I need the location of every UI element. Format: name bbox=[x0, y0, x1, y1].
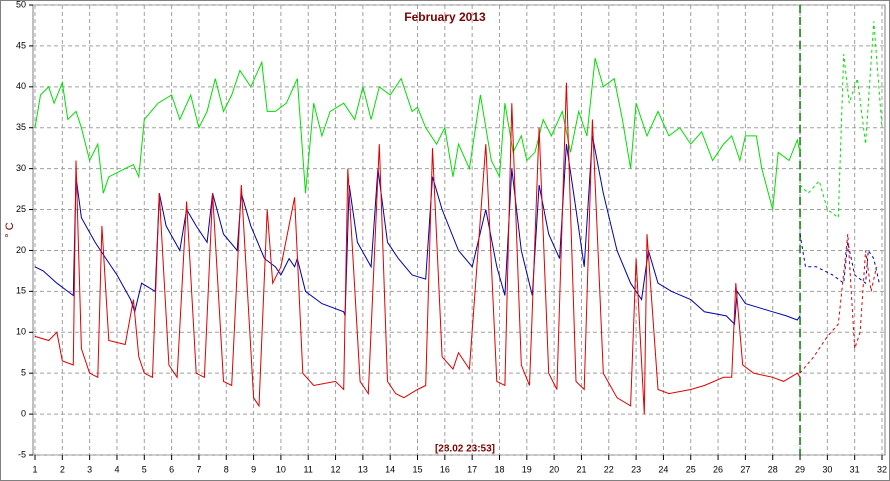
x-tick-label: 22 bbox=[604, 464, 614, 474]
timestamp: [28.02 23:53] bbox=[435, 444, 495, 455]
x-tick-label: 13 bbox=[358, 464, 368, 474]
y-tick-label: 45 bbox=[16, 40, 26, 50]
x-tick-label: 31 bbox=[850, 464, 860, 474]
x-tick-label: 14 bbox=[385, 464, 395, 474]
x-tick-label: 11 bbox=[304, 464, 313, 474]
y-tick-label: 50 bbox=[16, 0, 26, 9]
x-tick-label: 8 bbox=[224, 464, 229, 474]
x-tick-label: 30 bbox=[822, 464, 832, 474]
x-tick-label: 7 bbox=[196, 464, 201, 474]
y-tick-label: 15 bbox=[16, 286, 26, 296]
series-line bbox=[34, 58, 801, 210]
x-tick-label: 20 bbox=[549, 464, 559, 474]
x-tick-label: 24 bbox=[658, 464, 668, 474]
y-tick-label: 0 bbox=[21, 408, 26, 418]
x-tick-label: 32 bbox=[877, 464, 887, 474]
x-tick-label: 10 bbox=[276, 464, 286, 474]
y-tick-label: 35 bbox=[16, 122, 26, 132]
x-tick-label: 28 bbox=[768, 464, 778, 474]
x-tick-label: 25 bbox=[686, 464, 696, 474]
y-tick-label: -5 bbox=[18, 449, 26, 459]
x-tick-label: 27 bbox=[740, 464, 750, 474]
plot-frame bbox=[32, 4, 886, 456]
x-tick-label: 19 bbox=[522, 464, 532, 474]
series-line bbox=[34, 135, 801, 326]
x-tick-label: 15 bbox=[413, 464, 423, 474]
y-tick-label: 20 bbox=[16, 245, 26, 255]
y-tick-label: 30 bbox=[16, 163, 26, 173]
x-tick-label: 23 bbox=[631, 464, 641, 474]
series-line bbox=[799, 21, 883, 219]
x-tick-label: 29 bbox=[795, 464, 805, 474]
x-tick-label: 2 bbox=[60, 464, 65, 474]
x-tick-label: 3 bbox=[87, 464, 92, 474]
y-tick-label: 40 bbox=[16, 81, 26, 91]
x-tick-label: 18 bbox=[494, 464, 504, 474]
x-tick-label: 4 bbox=[114, 464, 119, 474]
x-tick-label: 17 bbox=[467, 464, 477, 474]
x-tick-label: 21 bbox=[576, 464, 586, 474]
x-tick-label: 16 bbox=[440, 464, 450, 474]
series-line bbox=[799, 234, 880, 285]
y-axis-label: ° C bbox=[4, 222, 16, 237]
x-tick-label: 6 bbox=[169, 464, 174, 474]
y-tick-label: 25 bbox=[16, 204, 26, 214]
x-tick-label: 9 bbox=[251, 464, 256, 474]
x-tick-label: 5 bbox=[142, 464, 147, 474]
series-line bbox=[799, 234, 877, 374]
chart-title: February 2013 bbox=[404, 10, 486, 24]
y-tick-label: 5 bbox=[21, 368, 26, 378]
x-tick-label: 12 bbox=[331, 464, 341, 474]
series-line bbox=[34, 82, 801, 415]
y-tick-label: 10 bbox=[16, 327, 26, 337]
x-tick-label: 1 bbox=[32, 464, 37, 474]
x-tick-label: 26 bbox=[713, 464, 723, 474]
